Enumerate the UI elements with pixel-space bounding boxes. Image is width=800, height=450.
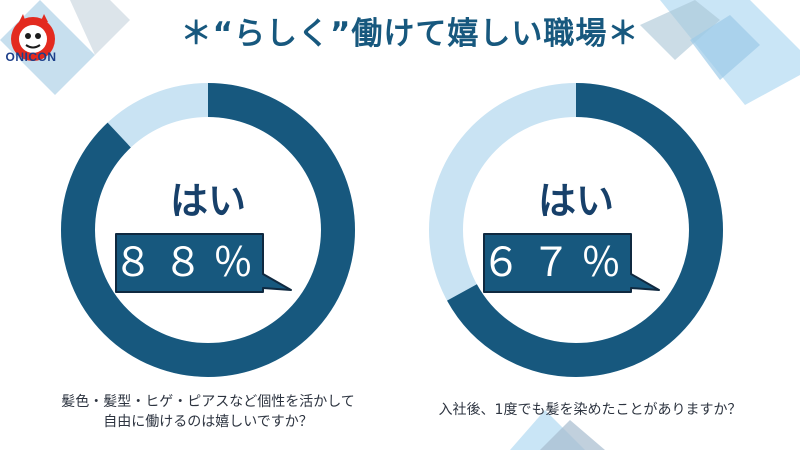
donut-value-segment <box>429 83 723 377</box>
center-label: はい <box>537 179 614 223</box>
question-left-line-1: 髪色・髪型・ヒゲ・ピアスなど個性を活かして <box>61 394 355 410</box>
onicon-logo <box>11 14 55 61</box>
decorative-diamonds-bottom <box>510 410 605 450</box>
logo-text: ONICON <box>5 50 57 64</box>
value-label: ８８％ <box>113 240 263 286</box>
decorative-diamonds-top-right <box>640 0 800 105</box>
question-right-line-1: 入社後、1度でも髪を染めたことがありますか？ <box>438 402 742 418</box>
question-left: 髪色・髪型・ヒゲ・ピアスなど個性を活かして 自由に働けるのは嬉しいですか？ <box>38 392 378 432</box>
question-right: 入社後、1度でも髪を染めたことがありますか？ <box>420 400 760 420</box>
donut-chart-right: はい ６７％ <box>426 80 726 380</box>
donut-chart-left: はい ８８％ <box>58 80 358 380</box>
page-title: ＊“らしく”働けて嬉しい職場＊ <box>180 16 640 52</box>
question-left-line-2: 自由に働けるのは嬉しいですか？ <box>103 414 313 430</box>
value-label: ６７％ <box>481 240 631 286</box>
center-label: はい <box>169 179 246 223</box>
donut-value-segment <box>61 83 355 377</box>
